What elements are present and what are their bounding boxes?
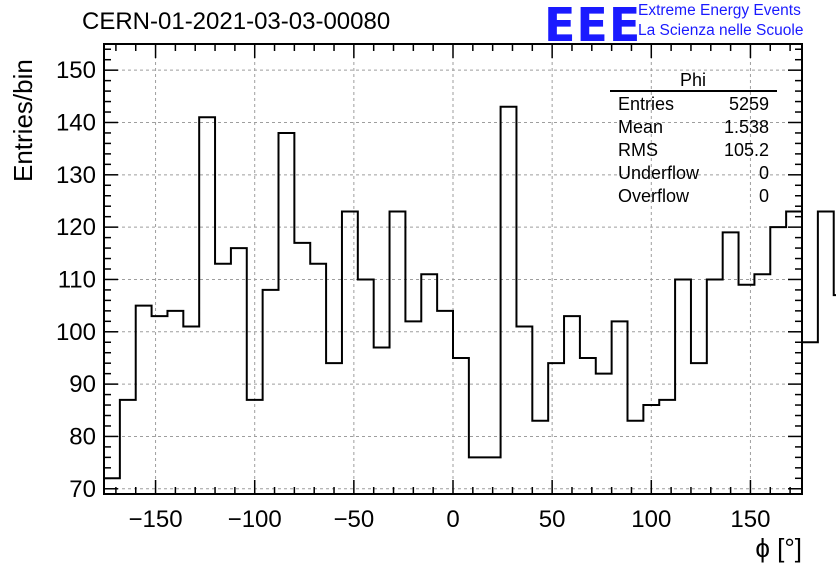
histogram-bin bbox=[390, 211, 406, 494]
y-tick-label: 90 bbox=[69, 371, 96, 398]
histogram-bin bbox=[453, 358, 469, 494]
y-axis-label: Entries/bin bbox=[8, 59, 38, 182]
histogram-bin bbox=[405, 321, 421, 494]
histogram-bin bbox=[754, 274, 770, 494]
y-tick-label: 110 bbox=[58, 266, 96, 293]
x-tick-label: −150 bbox=[129, 506, 183, 533]
histogram-bin bbox=[739, 285, 755, 494]
grid-layer bbox=[104, 44, 802, 494]
stats-value: 1.538 bbox=[724, 117, 769, 137]
stats-label: Entries bbox=[618, 94, 674, 114]
histogram-bin bbox=[659, 400, 675, 494]
histogram-bin bbox=[707, 279, 723, 494]
histogram-bin bbox=[469, 457, 485, 494]
x-tick-label: −100 bbox=[228, 506, 282, 533]
histogram-bin bbox=[628, 421, 644, 494]
histogram-bin bbox=[215, 264, 231, 494]
histogram-outline bbox=[103, 105, 836, 494]
histogram-bin bbox=[596, 374, 612, 494]
x-tick-label: 100 bbox=[631, 506, 671, 533]
histogram-bin bbox=[723, 232, 739, 494]
stats-box-title: Phi bbox=[680, 70, 706, 90]
histogram-bin bbox=[279, 133, 295, 494]
stats-value: 5259 bbox=[729, 94, 769, 114]
histogram-bin bbox=[358, 279, 374, 494]
y-tick-label: 150 bbox=[56, 57, 96, 84]
stats-value: 0 bbox=[759, 163, 769, 183]
histogram-bin bbox=[294, 243, 310, 494]
histogram-bin bbox=[501, 107, 517, 494]
histogram-bin bbox=[675, 279, 691, 494]
stats-label: Underflow bbox=[618, 163, 700, 183]
x-axis-label: ϕ [°] bbox=[755, 533, 802, 563]
histogram-bin bbox=[612, 321, 628, 494]
histogram-bin bbox=[532, 421, 548, 494]
stats-label: Overflow bbox=[618, 186, 690, 206]
histogram-bin bbox=[167, 311, 183, 494]
histogram-bin bbox=[802, 342, 818, 494]
tick-layer: −150 −100 −50 0 50 100 150 70 80 90 100 110 120 130 14… bbox=[56, 44, 802, 533]
stats-label: RMS bbox=[618, 140, 658, 160]
stats-box: Phi Entries 5259 Mean 1.538 RMS 105.2 Underflo… bbox=[610, 70, 777, 206]
histogram-bin bbox=[326, 363, 342, 494]
x-tick-label: −50 bbox=[333, 506, 374, 533]
histogram-bin bbox=[374, 347, 390, 494]
histogram-bin bbox=[516, 327, 532, 494]
stats-value: 0 bbox=[759, 186, 769, 206]
y-tick-label: 100 bbox=[56, 319, 96, 346]
stats-value: 105.2 bbox=[724, 140, 769, 160]
stats-label: Mean bbox=[618, 117, 663, 137]
histogram-bin bbox=[104, 478, 120, 494]
histogram-bin bbox=[263, 290, 279, 494]
histogram-bin bbox=[770, 227, 786, 494]
histogram-bin bbox=[247, 400, 263, 494]
y-tick-label: 120 bbox=[56, 214, 96, 241]
x-tick-label: 50 bbox=[539, 506, 566, 533]
histogram-bin bbox=[120, 400, 136, 494]
y-tick-label: 70 bbox=[69, 476, 96, 503]
histogram-bin bbox=[580, 358, 596, 494]
histogram-bin bbox=[136, 306, 152, 494]
histogram-bin bbox=[183, 327, 199, 494]
histogram-bin bbox=[818, 211, 834, 494]
histogram-bin bbox=[231, 248, 247, 494]
histogram-bin bbox=[564, 316, 580, 494]
x-tick-label: 0 bbox=[446, 506, 459, 533]
y-tick-label: 130 bbox=[56, 162, 96, 189]
histogram-bin bbox=[152, 316, 168, 494]
logo-caption-line1: Extreme Energy Events bbox=[638, 2, 801, 19]
histogram-bin bbox=[437, 311, 453, 494]
histogram-layer bbox=[103, 105, 836, 494]
histogram-bin bbox=[199, 117, 215, 494]
x-tick-label: 150 bbox=[730, 506, 770, 533]
logo-caption-line2: La Scienza nelle Scuole bbox=[638, 22, 804, 39]
y-tick-label: 140 bbox=[56, 109, 96, 136]
page-title: CERN-01-2021-03-03-00080 bbox=[82, 8, 391, 35]
stats-rows: Entries 5259 Mean 1.538 RMS 105.2 Underflow 0 Ov… bbox=[618, 94, 769, 206]
histogram-bin bbox=[342, 211, 358, 494]
histogram-bin bbox=[310, 264, 326, 494]
y-tick-label: 80 bbox=[69, 423, 96, 450]
histogram-bin bbox=[691, 363, 707, 494]
histogram-bin bbox=[548, 363, 564, 494]
histogram-bin bbox=[421, 274, 437, 494]
